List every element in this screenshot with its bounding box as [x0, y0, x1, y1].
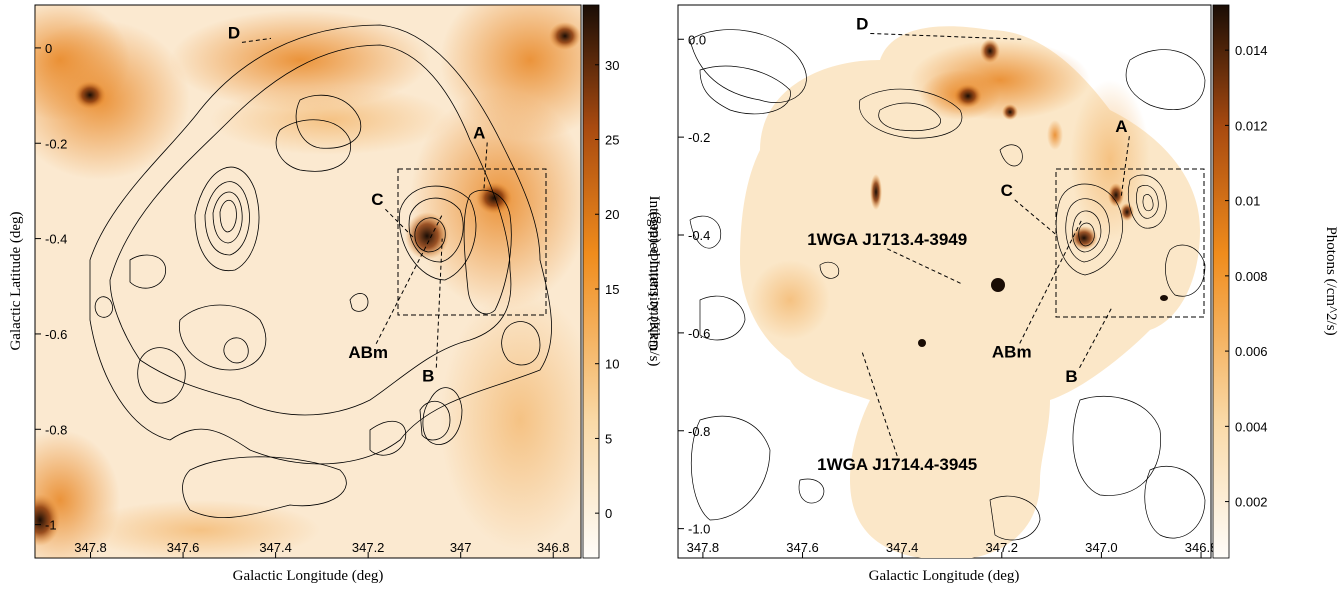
colorbar-tick-label: 0.014: [1235, 43, 1268, 58]
colorbar-tick-label: 0.006: [1235, 344, 1268, 359]
colorbar-tick-label: 10: [605, 357, 619, 372]
leader-line: [483, 142, 488, 191]
x-tick-label: 347.0: [1085, 540, 1118, 555]
y-tick-label: -0.2: [45, 136, 67, 151]
source-label: ABm: [992, 342, 1032, 361]
leader-line: [435, 238, 443, 368]
x-tick-label: 346.8: [537, 540, 570, 555]
source-label: C: [371, 190, 383, 209]
source-label: A: [473, 123, 485, 142]
colorbar-tick-label: 0.002: [1235, 495, 1268, 510]
leader-line: [1014, 199, 1057, 236]
x-tick-label: 347: [450, 540, 472, 555]
source-label: ABm: [348, 343, 388, 362]
y-tick-label: -0.8: [45, 422, 67, 437]
colorbar-tick-labels: 30 25 20 15 10 5 0: [595, 58, 619, 521]
colorbar-tick-label: 0.008: [1235, 269, 1268, 284]
y-tick-label: -1: [45, 518, 57, 533]
leader-line: [870, 32, 1022, 40]
x-axis-label: Galactic Longitude (deg): [233, 568, 384, 584]
xray-photons-panel: D A C 1WGA J1713.4-3949 ABm B 1WGA J1714.4-394…: [646, 4, 1339, 584]
xray-exposure-map: [740, 26, 1200, 558]
x-tick-label: 347.4: [886, 540, 919, 555]
source-label: 1WGA J1714.4-3945: [817, 455, 977, 474]
x-tick-label: 347.8: [74, 540, 107, 555]
colorbar: [1212, 4, 1230, 559]
colorbar: [582, 4, 600, 559]
source-labels: D A C ABm B: [228, 23, 488, 386]
y-tick-label: -0.6: [688, 326, 710, 341]
source-label: A: [1115, 117, 1127, 136]
colorbar-tick-label: 25: [605, 133, 619, 148]
x-tick-label: 346.8: [1185, 540, 1218, 555]
y-tick-labels: 0.0 -0.2 -0.4 -0.6 -0.8 -1.0: [678, 32, 710, 537]
colorbar-tick-label: 0.004: [1235, 419, 1268, 434]
contours: [689, 29, 1206, 541]
colorbar-tick-label: 0.01: [1235, 194, 1260, 209]
y-tick-label: -0.8: [688, 424, 710, 439]
source-label: C: [1001, 181, 1013, 200]
region-box: [1055, 168, 1205, 318]
source-label: D: [228, 23, 240, 42]
x-axis-label: Galactic Longitude (deg): [869, 568, 1020, 584]
contours: [89, 24, 552, 519]
colorbar-tick-label: 0: [605, 506, 612, 521]
y-tick-label: -0.2: [688, 130, 710, 145]
colorbar-tick-label: 30: [605, 58, 619, 73]
source-label: 1WGA J1713.4-3949: [807, 230, 967, 249]
x-tick-label: 347.2: [986, 540, 1019, 555]
source-label: B: [1065, 367, 1077, 386]
source-labels: D A C 1WGA J1713.4-3949 ABm B 1WGA J1714.4-394…: [807, 14, 1130, 474]
colorbar-tick-label: 0.012: [1235, 118, 1268, 133]
source-label: B: [422, 367, 434, 386]
region-box: [397, 168, 547, 316]
x-tick-label: 347.8: [687, 540, 720, 555]
leader-line: [375, 214, 443, 345]
colorbar-tick-labels: 0.014 0.012 0.01 0.008 0.006 0.004 0.002: [1225, 43, 1268, 510]
colorbar-tick-label: 20: [605, 207, 619, 222]
colorbar-tick-label: 15: [605, 282, 619, 297]
x-tick-label: 347.2: [352, 540, 385, 555]
leader-line: [1019, 220, 1082, 344]
y-tick-labels: 0 -0.2 -0.4 -0.6 -0.8 -1: [35, 41, 67, 533]
y-tick-label: 0: [45, 41, 52, 56]
x-tick-label: 347.6: [167, 540, 200, 555]
y-axis-label: Galactic Latitude (deg): [8, 211, 24, 350]
x-tick-labels: 347.8 347.6 347.4 347.2 347.0 346.8: [687, 540, 1218, 558]
y-tick-label: 0.0: [688, 32, 706, 47]
leader-line: [1079, 308, 1112, 369]
colorbar-label: Integrated Intensity (Kkm/s): [646, 196, 662, 367]
leader-line: [1120, 136, 1130, 196]
y-axis-label: Galactic Latitude (deg): [646, 211, 662, 350]
y-tick-label: -0.4: [45, 232, 67, 247]
co-intensity-panel: D A C ABm B 347.8 347.6 347.4 347.2 347 346.8 0 -0…: [8, 4, 662, 584]
colorbar-label: Photons (/cm^2/s): [1323, 226, 1339, 335]
x-tick-label: 347.4: [259, 540, 292, 555]
x-tick-label: 347.6: [786, 540, 819, 555]
source-label: D: [856, 14, 868, 33]
x-tick-labels: 347.8 347.6 347.4 347.2 347 346.8: [74, 540, 570, 558]
leader-line: [241, 37, 272, 43]
y-tick-label: -0.4: [688, 228, 710, 243]
y-tick-label: -1.0: [688, 522, 710, 537]
y-tick-label: -0.6: [45, 327, 67, 342]
colorbar-tick-label: 5: [605, 431, 612, 446]
